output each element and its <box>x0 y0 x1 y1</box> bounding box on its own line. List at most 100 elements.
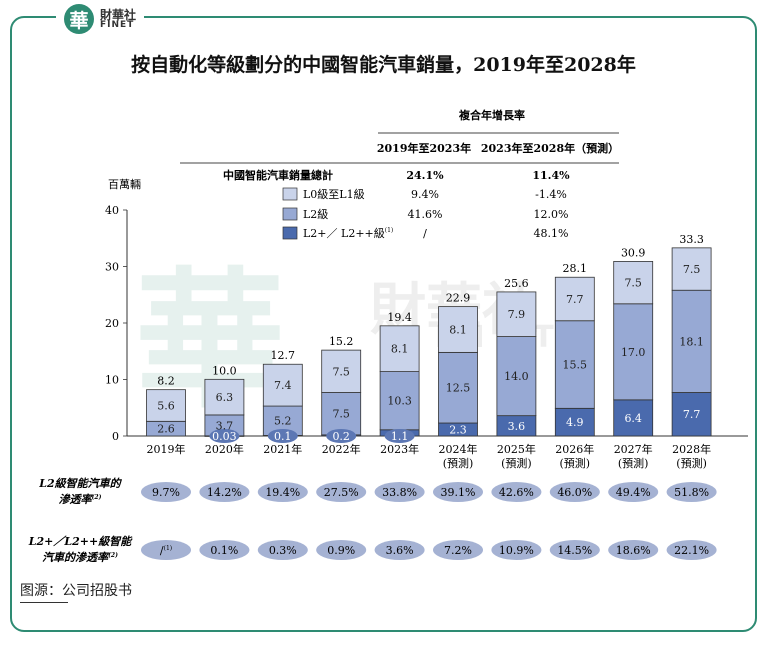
penetration-pill <box>316 540 367 560</box>
penetration-value: 7.2% <box>444 544 472 557</box>
small-value-pill <box>326 429 357 443</box>
bar-data-label: 18.1 <box>679 335 704 348</box>
source-underline <box>20 602 68 603</box>
penetration-value: 39.1% <box>441 486 476 499</box>
bar-segment-l2 <box>379 371 420 431</box>
penetration-value: 14.2% <box>207 486 242 499</box>
bar-data-label: 7.5 <box>683 263 701 276</box>
logo-en: FINET <box>100 19 135 30</box>
penetration-row-label: L2級智能汽車的 <box>38 477 122 490</box>
x-tick-label: 2028年 <box>672 442 711 456</box>
penetration-value: 18.6% <box>616 544 651 557</box>
x-tick-label: 2021年 <box>263 442 302 456</box>
cagr-total-label: 中國智能汽車銷量總計 <box>223 168 333 182</box>
bar-data-label: 7.5 <box>332 408 350 421</box>
bar-data-label: 0.1 <box>274 430 292 443</box>
bar-segment-l01 <box>496 291 537 337</box>
bar-segment-l2 <box>438 351 478 424</box>
bar-total-label: 22.9 <box>446 292 471 305</box>
x-tick-note: (預測) <box>560 456 591 470</box>
x-tick-label: 2027年 <box>614 442 653 456</box>
penetration-value: 0.3% <box>269 544 297 557</box>
cagr-col-header-2: 2023年至2028年（預測） <box>481 141 619 155</box>
bar-data-label: 7.7 <box>566 293 584 306</box>
bar-segment-l2plus <box>613 399 654 437</box>
penetration-value: 27.5% <box>324 486 359 499</box>
bar-data-label: 0.2 <box>332 430 350 443</box>
x-tick-label: 2023年 <box>380 442 419 456</box>
bar-segment-l2 <box>554 320 595 409</box>
x-tick-note: (預測) <box>501 456 532 470</box>
bar-segment-l2 <box>613 303 654 401</box>
penetration-value: 22.1% <box>674 544 709 557</box>
bar-data-label: 3.7 <box>216 419 234 432</box>
penetration-value: 46.0% <box>557 486 592 499</box>
penetration-pill <box>666 540 717 560</box>
x-tick-label: 2020年 <box>205 442 244 456</box>
bar-segment-l01 <box>438 306 478 353</box>
bar-total-label: 12.7 <box>271 349 296 362</box>
penetration-pill <box>374 482 425 502</box>
bar-segment-l01 <box>613 261 654 305</box>
bar-data-label: 14.0 <box>504 370 529 383</box>
y-tick-label: 40 <box>105 204 119 217</box>
bar-data-label: 8.1 <box>449 323 467 336</box>
cagr-value-2019-2023: 41.6% <box>408 208 443 221</box>
bar-data-label: 12.5 <box>446 382 471 395</box>
bar-segment-l01 <box>146 389 186 422</box>
penetration-pill <box>199 540 250 560</box>
penetration-value: 0.9% <box>327 544 355 557</box>
small-value-pill <box>209 429 240 443</box>
penetration-pill <box>374 540 425 560</box>
bar-data-label: 7.4 <box>274 379 292 392</box>
bar-segment-l01 <box>321 349 362 393</box>
cagr-col-header-1: 2019年至2023年 <box>377 141 471 155</box>
bar-data-label: 5.2 <box>274 415 292 428</box>
x-tick-label: 2024年 <box>439 442 478 456</box>
logo-text: 財華社 FINET <box>100 9 136 30</box>
cagr-value-2023-2028: 12.0% <box>534 208 569 221</box>
cagr-value-2023-2028: 11.4% <box>532 169 570 182</box>
penetration-pill <box>549 540 600 560</box>
penetration-pill <box>549 482 600 502</box>
cagr-value-2023-2028: 48.1% <box>534 227 569 240</box>
penetration-value: 33.8% <box>382 486 417 499</box>
x-tick-label: 2025年 <box>497 442 536 456</box>
penetration-pill <box>608 540 659 560</box>
x-tick-note: (預測) <box>676 456 707 470</box>
penetration-value: 19.4% <box>265 486 300 499</box>
small-value-pill <box>384 429 415 443</box>
penetration-pill <box>316 482 367 502</box>
chart-title: 按自動化等級劃分的中國智能汽車銷量，2019年至2028年 <box>131 54 636 76</box>
penetration-pill <box>257 540 308 560</box>
logo-cn: 財華社 <box>100 7 137 22</box>
x-tick-note: (預測) <box>443 456 474 470</box>
bar-segment-l01 <box>262 363 303 407</box>
cagr-value-2019-2023: 24.1% <box>406 169 444 182</box>
y-tick-label: 20 <box>105 317 119 330</box>
bar-data-label: 1.1 <box>391 430 409 443</box>
legend-label: L2+／ L2++級(1) <box>303 227 393 240</box>
bar-total-label: 15.2 <box>329 335 354 348</box>
penetration-pill <box>491 540 542 560</box>
cagr-value-2019-2023: / <box>423 227 427 240</box>
bar-total-label: 19.4 <box>387 311 412 324</box>
bar-total-label: 30.9 <box>621 246 646 259</box>
bar-data-label: 17.0 <box>621 346 646 359</box>
penetration-value: 49.4% <box>616 486 651 499</box>
penetration-value: 10.9% <box>499 544 534 557</box>
x-tick-note: (預測) <box>618 456 649 470</box>
x-tick-label: 2022年 <box>322 442 361 456</box>
finet-logo: 華 財華社 FINET <box>56 2 145 36</box>
small-value-pill <box>267 429 298 443</box>
source-note: 图源：公司招股书 <box>20 583 132 599</box>
penetration-value: 0.1% <box>210 544 238 557</box>
cagr-value-2023-2028: -1.4% <box>535 188 567 201</box>
bar-data-label: 2.3 <box>449 424 467 437</box>
bar-data-label: 0.03 <box>212 430 237 443</box>
bar-data-label: 7.9 <box>508 308 526 321</box>
bar-segment-l01 <box>554 276 595 322</box>
bar-total-label: 25.6 <box>504 277 529 290</box>
penetration-value: 51.8% <box>674 486 709 499</box>
